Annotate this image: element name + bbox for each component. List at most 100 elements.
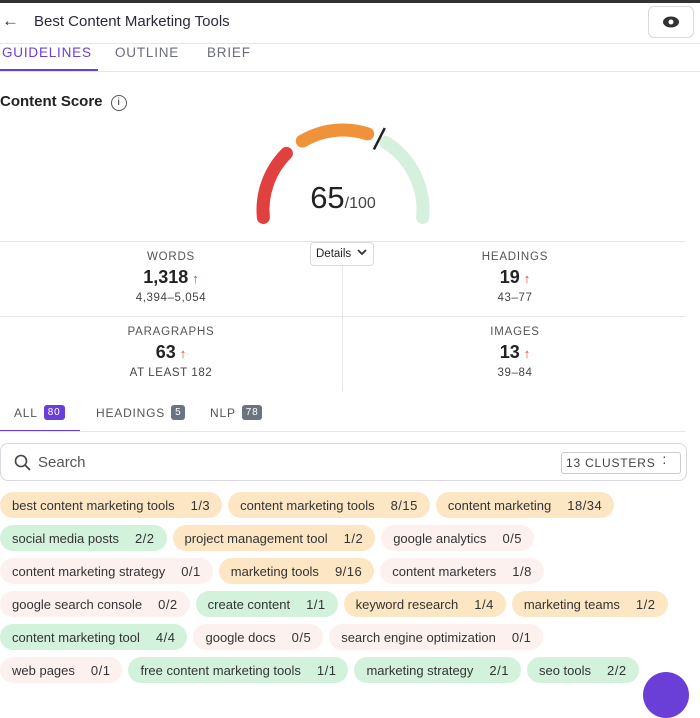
filter-tab[interactable]: NLP 78	[210, 405, 263, 420]
keyword-term: content marketing tools	[240, 497, 375, 513]
stat-number: 13	[499, 342, 520, 362]
keyword-row: content marketing strategy 0/1 marketing t…	[0, 558, 544, 584]
trend-arrow: ↑	[192, 271, 199, 286]
divider	[342, 241, 343, 391]
stat-label: PARAGRAPHS	[127, 326, 215, 338]
gauge-low	[256, 146, 293, 225]
search-box[interactable]: Search 13 CLUSTERS · ·	[0, 443, 687, 481]
keyword-chip[interactable]: seo tools 2/2	[526, 657, 639, 683]
keyword-count: 1/8	[512, 563, 532, 579]
keyword-row: google search console 0/2 create content 1/…	[0, 591, 668, 617]
gauge-mid	[295, 123, 375, 148]
filter-tab[interactable]: HEADINGS 5	[96, 405, 186, 420]
keyword-term: free content marketing tools	[140, 662, 301, 678]
back-button[interactable]: ←	[2, 11, 19, 30]
stat: WORDS 1,318 ↑ 4,394–5,054	[0, 251, 342, 304]
stat-value: 1,318 ↑	[0, 267, 342, 288]
keyword-chip[interactable]: content marketing tool 4/4	[0, 624, 188, 650]
filter-tab[interactable]: ALL 80	[14, 405, 65, 420]
score-value: 65/100	[310, 180, 376, 215]
keyword-chip[interactable]: marketing tools 9/16	[218, 558, 375, 584]
stat: HEADINGS 19 ↑ 43–77	[344, 251, 686, 304]
keyword-count: 2/2	[134, 530, 155, 546]
stat-target: AT LEAST 182	[129, 367, 213, 379]
keyword-chip[interactable]: content marketing tools 8/15	[228, 492, 430, 518]
keyword-count: 2/1	[489, 662, 509, 678]
keyword-row: web pages 0/1 free content marketing tools…	[0, 657, 639, 683]
stat-label: WORDS	[146, 251, 196, 263]
keyword-count: 1/2	[343, 530, 364, 546]
chat-button[interactable]	[643, 672, 689, 718]
filter-label: HEADINGS	[96, 405, 166, 420]
divider	[0, 316, 686, 317]
details-button[interactable]: Details	[310, 242, 374, 266]
keyword-chip[interactable]: keyword research 1/4	[343, 591, 506, 617]
keyword-term: social media posts	[12, 530, 119, 546]
trend-arrow: ↑	[523, 346, 531, 361]
keyword-chip[interactable]: project management tool 1/2	[172, 525, 376, 551]
tab[interactable]: BRIEF	[207, 45, 251, 60]
preview-button[interactable]	[648, 6, 694, 38]
keyword-term: create content	[207, 596, 291, 612]
keyword-row: social media posts 2/2 project management …	[0, 525, 535, 551]
trend-arrow: ↑	[179, 346, 187, 361]
keyword-count: 1/4	[474, 596, 494, 612]
filter-label: ALL	[14, 405, 38, 420]
keyword-term: content marketers	[392, 563, 497, 579]
keyword-chip[interactable]: content marketing 18/34	[435, 492, 615, 518]
stat-label: HEADINGS	[481, 251, 549, 263]
keyword-chip[interactable]: social media posts 2/2	[0, 525, 167, 551]
keyword-chip[interactable]: google search console 0/2	[0, 591, 190, 617]
divider	[0, 241, 686, 242]
keyword-term: web pages	[12, 662, 75, 678]
eye-icon	[663, 16, 679, 28]
keyword-term: marketing strategy	[366, 662, 474, 678]
keyword-chip[interactable]: content marketing strategy 0/1	[0, 558, 213, 584]
score-gauge: 65/100	[256, 123, 430, 225]
keyword-chip[interactable]: marketing teams 1/2	[511, 591, 668, 617]
keyword-chip[interactable]: free content marketing tools 1/1	[128, 657, 349, 683]
keyword-count: 2/2	[607, 662, 627, 678]
divider	[0, 431, 686, 432]
divider	[0, 71, 700, 72]
keyword-count: 0/1	[511, 629, 532, 645]
keyword-count: 0/1	[90, 662, 111, 678]
stat-number: 19	[499, 267, 520, 287]
keyword-chip[interactable]: best content marketing tools 1/3	[0, 492, 223, 518]
filter-count: 5	[171, 405, 186, 420]
search-placeholder: Search	[38, 454, 86, 471]
keyword-chip[interactable]: search engine optimization 0/1	[329, 624, 544, 650]
keyword-term: seo tools	[538, 662, 592, 678]
top-bar	[0, 0, 700, 44]
keyword-count: 8/15	[390, 497, 418, 513]
keyword-chip[interactable]: marketing strategy 2/1	[354, 657, 521, 683]
keyword-term: keyword research	[355, 596, 459, 612]
stat-target: 4,394–5,054	[135, 292, 207, 304]
stat-value: 19 ↑	[344, 267, 686, 288]
keyword-row: content marketing tool 4/4 google docs 0/5 s…	[0, 624, 544, 650]
keyword-count: 1/1	[306, 596, 326, 612]
keyword-term: project management tool	[184, 530, 328, 546]
search-icon	[14, 454, 31, 471]
clusters-button[interactable]: 13 CLUSTERS	[561, 452, 681, 474]
cluster-menu[interactable]: · ·	[662, 448, 667, 470]
stat: IMAGES 13 ↑ 39–84	[344, 326, 686, 379]
keyword-count: 4/4	[155, 629, 176, 645]
page-title: Best Content Marketing Tools	[34, 13, 230, 30]
keyword-chip[interactable]: google docs 0/5	[193, 624, 324, 650]
keyword-term: google analytics	[393, 530, 487, 546]
keyword-chip[interactable]: web pages 0/1	[0, 657, 123, 683]
info-icon[interactable]: i	[110, 95, 127, 111]
keyword-term: google search console	[12, 596, 143, 612]
keyword-chip[interactable]: content marketers 1/8	[380, 558, 544, 584]
keyword-term: search engine optimization	[341, 629, 496, 645]
keyword-term: content marketing	[447, 497, 552, 513]
keyword-chip[interactable]: create content 1/1	[195, 591, 338, 617]
tab[interactable]: GUIDELINES	[2, 45, 92, 60]
tab[interactable]: OUTLINE	[115, 45, 180, 60]
stat-value: 63 ↑	[0, 342, 342, 363]
chevron	[357, 249, 367, 256]
keyword-chip[interactable]: google analytics 0/5	[381, 525, 535, 551]
gauge-high	[379, 135, 430, 225]
